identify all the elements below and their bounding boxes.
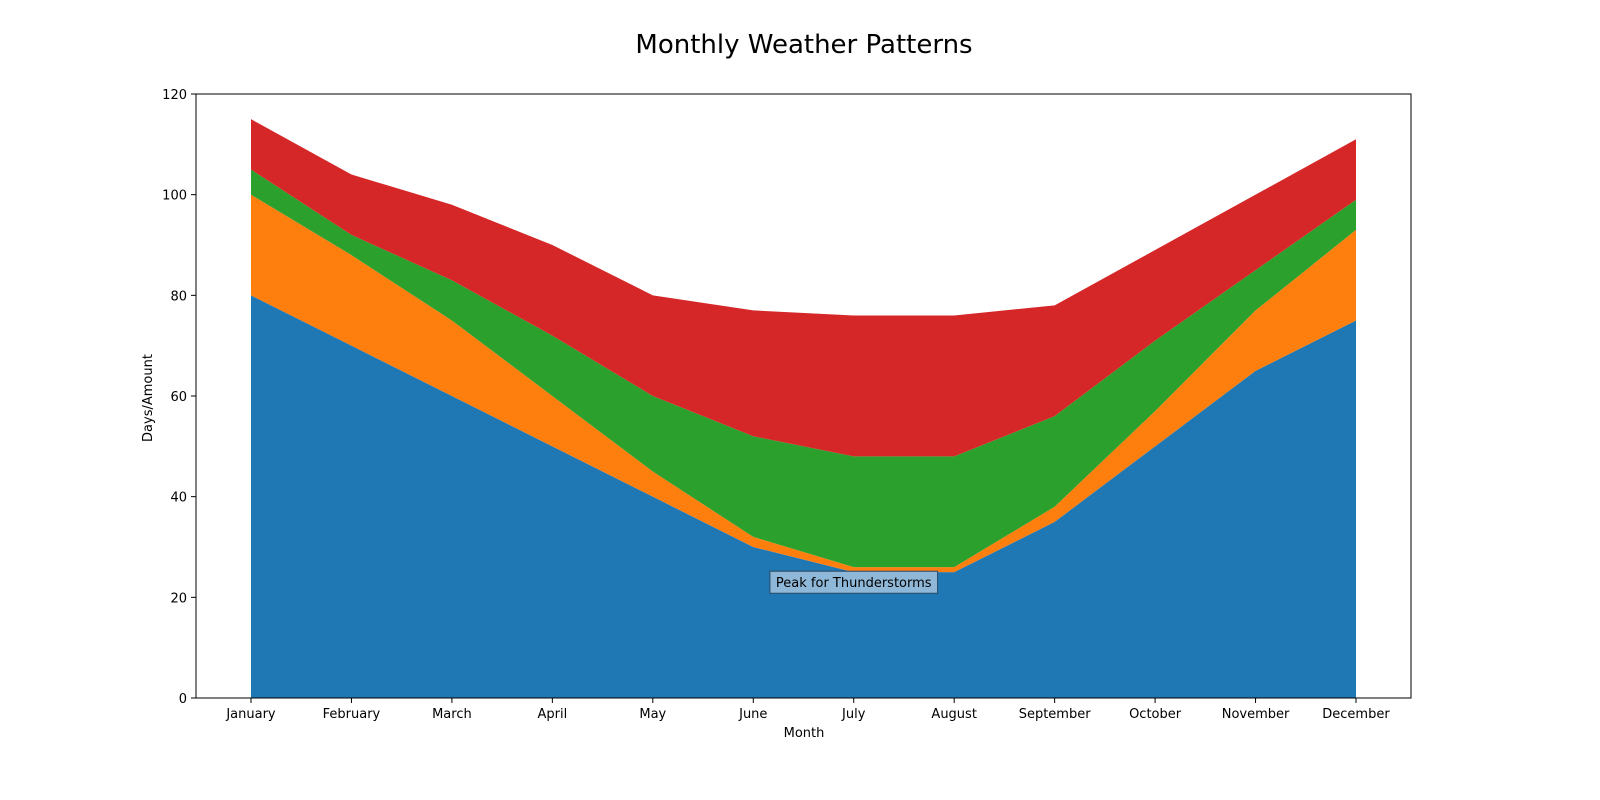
area-series-4 (251, 119, 1356, 457)
x-tick-label: May (639, 707, 666, 722)
x-tick-label: February (323, 707, 381, 722)
x-tick-label: September (1019, 707, 1092, 722)
x-axis: January February March April May June July Augu… (225, 698, 1390, 722)
y-tick-label: 80 (170, 289, 187, 304)
area-series-1 (251, 295, 1356, 698)
y-tick-label: 60 (170, 390, 187, 405)
x-tick-label: December (1322, 707, 1390, 722)
y-tick-label: 100 (162, 189, 187, 204)
x-axis-label: Month (784, 726, 825, 741)
y-axis-label: Days/Amount (141, 354, 156, 442)
x-tick-label: April (538, 707, 568, 722)
annotation-box (769, 570, 939, 594)
x-tick-label: June (738, 707, 767, 722)
x-tick-label: October (1129, 707, 1182, 722)
y-tick-label: 40 (170, 491, 187, 506)
area-series-3 (251, 169, 1356, 568)
x-tick-label: August (931, 707, 977, 722)
area-series-group (251, 119, 1356, 698)
y-tick-label: 20 (170, 591, 187, 606)
y-tick-label: 0 (179, 692, 187, 707)
annotation-label: Peak for Thunderstorms (776, 576, 932, 591)
chart-title: Monthly Weather Patterns (635, 30, 972, 60)
x-tick-label: January (225, 707, 276, 722)
x-tick-label: November (1222, 707, 1290, 722)
area-series-2 (251, 194, 1356, 573)
y-tick-label: 120 (162, 88, 187, 103)
x-tick-label: March (432, 707, 472, 722)
y-axis: 0 20 40 60 80 100 120 (162, 88, 196, 707)
x-tick-label: July (841, 707, 866, 722)
annotations-group: Peak for Thunderstorms (769, 570, 939, 594)
